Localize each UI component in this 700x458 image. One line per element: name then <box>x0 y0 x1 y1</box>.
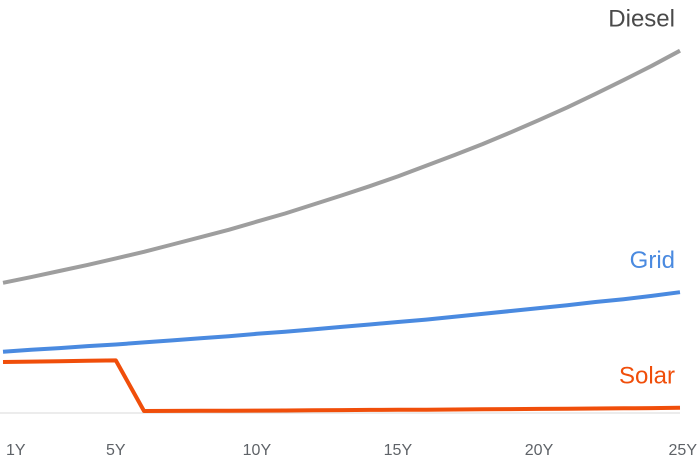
x-tick-label-20y: 20Y <box>525 442 554 458</box>
x-tick-layer: 1Y 5Y 10Y 15Y 20Y 25Y <box>6 442 697 458</box>
series-line-grid <box>2 290 681 354</box>
x-tick-label-10y: 10Y <box>243 442 272 458</box>
x-tick-label-25y: 25Y <box>669 442 698 458</box>
series-label-diesel: Diesel <box>608 6 675 33</box>
series-label-layer: Diesel Grid Solar <box>608 6 675 390</box>
series-line-diesel <box>2 48 681 285</box>
series-layer <box>2 48 681 413</box>
x-tick-label-15y: 15Y <box>384 442 413 458</box>
series-label-grid: Grid <box>630 247 675 274</box>
series-line-solar <box>2 358 681 413</box>
series-label-solar: Solar <box>619 363 675 390</box>
x-tick-label-1y: 1Y <box>6 442 26 458</box>
x-tick-label-5y: 5Y <box>106 442 126 458</box>
